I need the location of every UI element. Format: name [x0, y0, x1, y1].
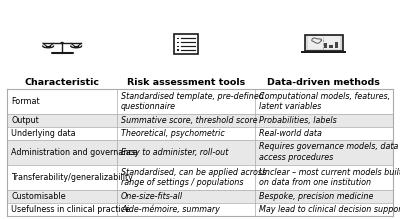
- Text: Unclear – most current models built
on data from one institution: Unclear – most current models built on d…: [259, 168, 400, 187]
- FancyBboxPatch shape: [305, 35, 342, 51]
- Text: Bespoke, precision medicine: Bespoke, precision medicine: [259, 192, 373, 201]
- Text: Underlying data: Underlying data: [11, 129, 76, 138]
- Text: Customisable: Customisable: [11, 192, 66, 201]
- Text: Risk assessment tools: Risk assessment tools: [127, 78, 245, 87]
- Bar: [7, 89, 393, 114]
- Text: One-size-fits-all: One-size-fits-all: [121, 192, 183, 201]
- Text: Output: Output: [11, 116, 39, 125]
- Bar: [7, 140, 393, 165]
- Text: Real-world data: Real-world data: [259, 129, 322, 138]
- Text: Standardised, can be applied across
range of settings / populations: Standardised, can be applied across rang…: [121, 168, 266, 187]
- Bar: [334, 42, 338, 48]
- Bar: [7, 127, 393, 140]
- Text: Computational models, features,
latent variables: Computational models, features, latent v…: [259, 92, 390, 111]
- Text: Format: Format: [11, 97, 40, 106]
- Text: Usefulness in clinical practice: Usefulness in clinical practice: [11, 205, 130, 214]
- Bar: [177, 42, 179, 43]
- Text: Probabilities, labels: Probabilities, labels: [259, 116, 336, 125]
- Text: Data-driven methods: Data-driven methods: [267, 78, 380, 87]
- Bar: [329, 45, 332, 48]
- Text: Administration and governance: Administration and governance: [11, 148, 138, 157]
- Text: May lead to clinical decision support: May lead to clinical decision support: [259, 205, 400, 214]
- Bar: [7, 165, 393, 190]
- Bar: [7, 114, 393, 127]
- Bar: [177, 49, 179, 51]
- Bar: [177, 38, 179, 39]
- Circle shape: [61, 42, 63, 44]
- Bar: [324, 43, 327, 48]
- Text: Characteristic: Characteristic: [25, 78, 100, 87]
- Bar: [174, 34, 198, 54]
- Text: Theoretical, psychometric: Theoretical, psychometric: [121, 129, 225, 138]
- Text: Transferability/generalizability: Transferability/generalizability: [11, 173, 133, 182]
- Text: Aide-mémoire, summary: Aide-mémoire, summary: [121, 205, 220, 214]
- Bar: [177, 46, 179, 47]
- Text: Standardised template, pre-defined
questionnaire: Standardised template, pre-defined quest…: [121, 92, 264, 111]
- Bar: [308, 36, 340, 49]
- Bar: [7, 190, 393, 203]
- Text: Requires governance models, data
access procedures: Requires governance models, data access …: [259, 142, 398, 162]
- Bar: [7, 203, 393, 216]
- Bar: [301, 51, 346, 53]
- Text: Summative score, threshold score: Summative score, threshold score: [121, 116, 258, 125]
- Text: Easy to administer, roll-out: Easy to administer, roll-out: [121, 148, 228, 157]
